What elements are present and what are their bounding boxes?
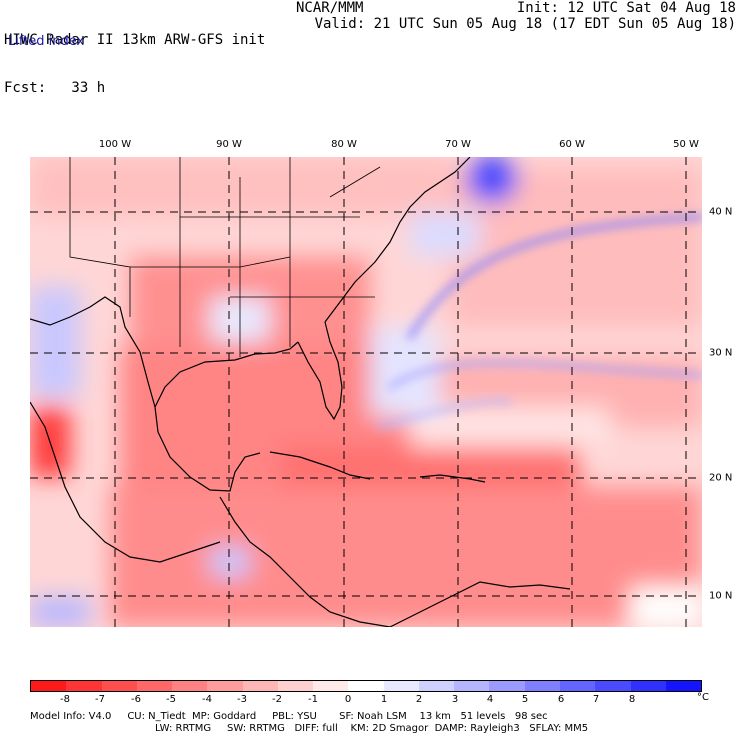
lon-label-100w: 100 W xyxy=(98,139,132,150)
colorbar-tick: 5 xyxy=(521,694,529,705)
color-swatch xyxy=(418,681,455,691)
field-name: Lifted index xyxy=(8,34,85,49)
colorbar-tick: 1 xyxy=(380,694,388,705)
lat-label-10n: 10 N xyxy=(709,590,733,602)
lon-label-90w: 90 W xyxy=(216,139,242,150)
state-borders xyxy=(69,157,381,357)
blue-frontal-bands xyxy=(378,214,702,429)
color-swatch xyxy=(136,681,173,691)
init-time: Init: 12 UTC Sat 04 Aug 18 xyxy=(516,0,736,16)
colorbar-tick: -3 xyxy=(237,694,247,705)
colorbar-tick: 3 xyxy=(451,694,459,705)
color-swatch xyxy=(348,681,384,691)
lon-label-70w: 70 W xyxy=(445,139,471,150)
color-swatch xyxy=(172,681,208,691)
lon-label-80w: 80 W xyxy=(331,139,357,150)
colorbar-tick: -2 xyxy=(272,694,282,705)
forecast-hour: Fcst: 33 h xyxy=(4,80,106,96)
model-info-line2: LW: RRTMG SW: RRTMG DIFF: full KM: 2D Sm… xyxy=(155,723,589,734)
model-title: HIWC Radar II 13km ARW-GFS init xyxy=(4,32,266,48)
color-swatch xyxy=(207,681,243,691)
lat-label-20n: 20 N xyxy=(709,472,733,484)
colorbar-tick: 6 xyxy=(557,694,565,705)
colorbar-tick: 7 xyxy=(592,694,600,705)
colorbar-tick: 2 xyxy=(415,694,423,705)
org-label: NCAR/MMM xyxy=(296,0,364,16)
color-swatch xyxy=(313,681,349,691)
color-swatch xyxy=(630,681,666,691)
color-swatch xyxy=(31,681,67,691)
colorbar-tick: -6 xyxy=(131,694,141,705)
colorbar-tick: 0 xyxy=(344,694,352,705)
lon-label-50w: 50 W xyxy=(673,139,699,150)
lat-label-30n: 30 N xyxy=(709,347,733,359)
colorbar-tick: -8 xyxy=(60,694,70,705)
color-swatch xyxy=(489,681,525,691)
lifted-index-map xyxy=(30,157,702,627)
lon-label-60w: 60 W xyxy=(559,139,585,150)
color-swatch xyxy=(66,681,102,691)
colorbar-tick: -1 xyxy=(308,694,318,705)
color-swatch xyxy=(454,681,490,691)
coastlines xyxy=(30,157,571,627)
color-swatch xyxy=(242,681,278,691)
colorbar-unit: °C xyxy=(697,692,709,703)
colorbar-tick: -7 xyxy=(95,694,105,705)
model-info-line1: Model Info: V4.0 CU: N_Tiedt MP: Goddard… xyxy=(30,711,548,722)
colorbar-tick: -5 xyxy=(166,694,176,705)
color-swatch xyxy=(277,681,314,691)
color-swatch xyxy=(383,681,419,691)
lat-label-40n: 40 N xyxy=(709,206,733,218)
colorbar-tick: -4 xyxy=(202,694,212,705)
color-swatch xyxy=(595,681,631,691)
header-left: HIWC Radar II 13km ARW-GFS init Fcst: 33… xyxy=(4,0,265,112)
color-swatch xyxy=(524,681,560,691)
valid-time: Valid: 21 UTC Sun 05 Aug 18 (17 EDT Sun … xyxy=(314,16,736,32)
color-swatch xyxy=(665,681,702,691)
colorbar xyxy=(30,680,702,692)
color-swatch xyxy=(101,681,137,691)
color-swatch xyxy=(559,681,596,691)
field-shading xyxy=(30,157,702,627)
colorbar-tick: 4 xyxy=(486,694,494,705)
colorbar-tick: 8 xyxy=(628,694,636,705)
